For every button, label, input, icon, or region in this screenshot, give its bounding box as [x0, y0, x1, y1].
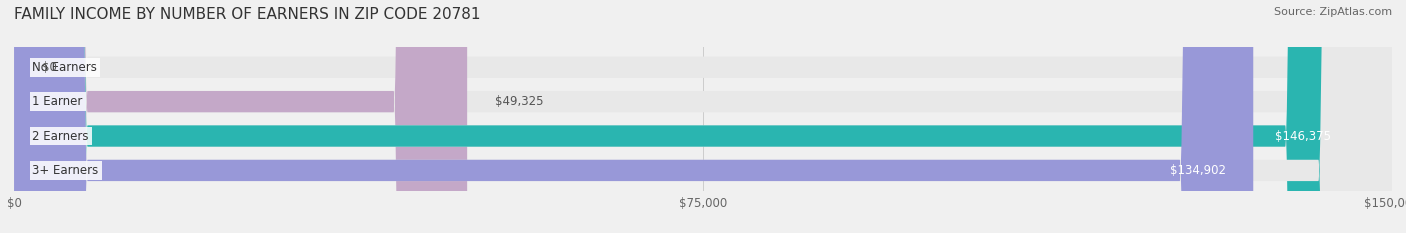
Text: 1 Earner: 1 Earner	[32, 95, 83, 108]
Text: $0: $0	[42, 61, 56, 74]
FancyBboxPatch shape	[14, 0, 1392, 233]
FancyBboxPatch shape	[14, 0, 1392, 233]
Text: 2 Earners: 2 Earners	[32, 130, 89, 143]
Text: Source: ZipAtlas.com: Source: ZipAtlas.com	[1274, 7, 1392, 17]
Text: FAMILY INCOME BY NUMBER OF EARNERS IN ZIP CODE 20781: FAMILY INCOME BY NUMBER OF EARNERS IN ZI…	[14, 7, 481, 22]
FancyBboxPatch shape	[14, 0, 1392, 233]
Text: $146,375: $146,375	[1275, 130, 1331, 143]
FancyBboxPatch shape	[14, 0, 467, 233]
Text: $49,325: $49,325	[495, 95, 543, 108]
FancyBboxPatch shape	[14, 0, 1253, 233]
FancyBboxPatch shape	[14, 0, 1358, 233]
Text: $134,902: $134,902	[1170, 164, 1226, 177]
Text: 3+ Earners: 3+ Earners	[32, 164, 98, 177]
FancyBboxPatch shape	[14, 0, 1392, 233]
Text: No Earners: No Earners	[32, 61, 97, 74]
